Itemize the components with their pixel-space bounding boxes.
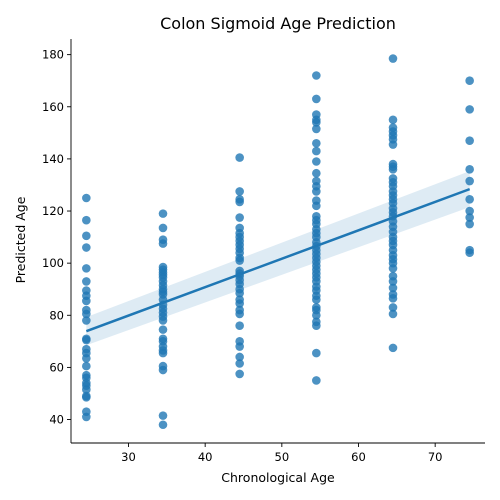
data-point	[82, 215, 91, 225]
x-tick-label: 30	[121, 450, 136, 464]
data-point	[312, 321, 321, 331]
data-point	[82, 296, 91, 306]
data-point	[82, 243, 91, 252]
data-point	[82, 309, 91, 319]
data-point	[235, 213, 244, 222]
data-point	[312, 348, 321, 358]
data-point	[465, 248, 474, 258]
data-point	[388, 309, 398, 319]
x-tick-label: 50	[275, 450, 290, 464]
y-tick-label: 160	[42, 100, 64, 114]
data-point	[158, 411, 168, 420]
data-point	[465, 76, 474, 86]
data-point	[82, 264, 91, 273]
data-point	[465, 219, 474, 229]
x-axis-label: Chronological Age	[221, 470, 335, 485]
data-point	[312, 118, 321, 127]
data-point	[82, 393, 91, 402]
data-point	[158, 420, 168, 430]
data-point	[465, 105, 474, 114]
data-point	[82, 277, 91, 286]
data-point	[388, 115, 398, 125]
data-point	[312, 168, 321, 178]
y-tick-label: 60	[49, 360, 64, 374]
y-tick-label: 40	[49, 413, 64, 427]
data-point	[158, 325, 168, 334]
data-point	[388, 294, 398, 303]
data-point	[312, 71, 321, 80]
data-point	[158, 365, 168, 375]
data-point	[235, 321, 244, 331]
confidence-band-layer	[86, 171, 470, 346]
data-point	[312, 124, 321, 134]
confidence-band	[86, 171, 470, 346]
data-point	[388, 54, 398, 63]
data-point	[465, 165, 474, 174]
data-point	[312, 94, 321, 104]
data-point	[465, 213, 474, 222]
data-point	[82, 361, 91, 371]
x-tick-label: 40	[198, 450, 213, 464]
data-point	[388, 303, 398, 312]
axes: 30 40 50 60 70 40 60 80 100 120 140 160 180	[42, 39, 485, 464]
data-point	[388, 283, 398, 293]
y-axis-label: Predicted Age	[13, 196, 28, 283]
y-tick-label: 100	[42, 256, 64, 270]
data-point	[235, 256, 244, 265]
y-tick-label: 180	[42, 48, 64, 62]
data-point	[82, 385, 91, 394]
data-point	[235, 153, 244, 162]
y-tick-label: 140	[42, 152, 64, 166]
x-tick-label: 70	[428, 450, 443, 464]
data-point	[82, 335, 91, 345]
data-point	[158, 223, 168, 233]
data-point	[158, 348, 168, 358]
data-point	[388, 343, 398, 353]
data-point	[312, 201, 321, 211]
data-point	[465, 136, 474, 145]
data-point	[82, 193, 91, 203]
data-point	[465, 206, 474, 216]
data-point	[82, 316, 91, 325]
data-point	[158, 316, 168, 325]
data-point	[465, 176, 474, 186]
x-tick-label: 60	[351, 450, 366, 464]
data-point	[235, 299, 244, 308]
data-point	[235, 197, 244, 207]
data-point	[312, 376, 321, 385]
data-point	[235, 309, 244, 319]
y-tick-label: 80	[49, 308, 64, 322]
data-point	[312, 138, 321, 148]
data-point	[235, 352, 244, 362]
regression-line-layer	[85, 187, 471, 333]
data-point	[235, 369, 244, 379]
data-point	[235, 187, 244, 196]
data-point	[158, 209, 168, 218]
data-point	[312, 157, 321, 166]
data-point	[82, 353, 91, 363]
data-point	[235, 342, 244, 351]
chart-title: Colon Sigmoid Age Prediction	[160, 14, 396, 33]
data-point	[82, 412, 91, 422]
data-point	[235, 288, 244, 298]
data-point	[312, 295, 321, 304]
points-layer	[82, 54, 474, 430]
data-point	[388, 277, 398, 286]
data-point	[388, 264, 398, 273]
data-point	[82, 231, 91, 241]
regression-line	[85, 187, 471, 333]
data-point	[158, 239, 168, 248]
data-point	[388, 165, 398, 174]
data-point	[465, 194, 474, 204]
data-point	[312, 187, 321, 196]
y-tick-label: 120	[42, 204, 64, 218]
data-point	[388, 140, 398, 149]
data-point	[312, 310, 321, 320]
data-point	[235, 359, 244, 368]
data-point	[312, 146, 321, 156]
